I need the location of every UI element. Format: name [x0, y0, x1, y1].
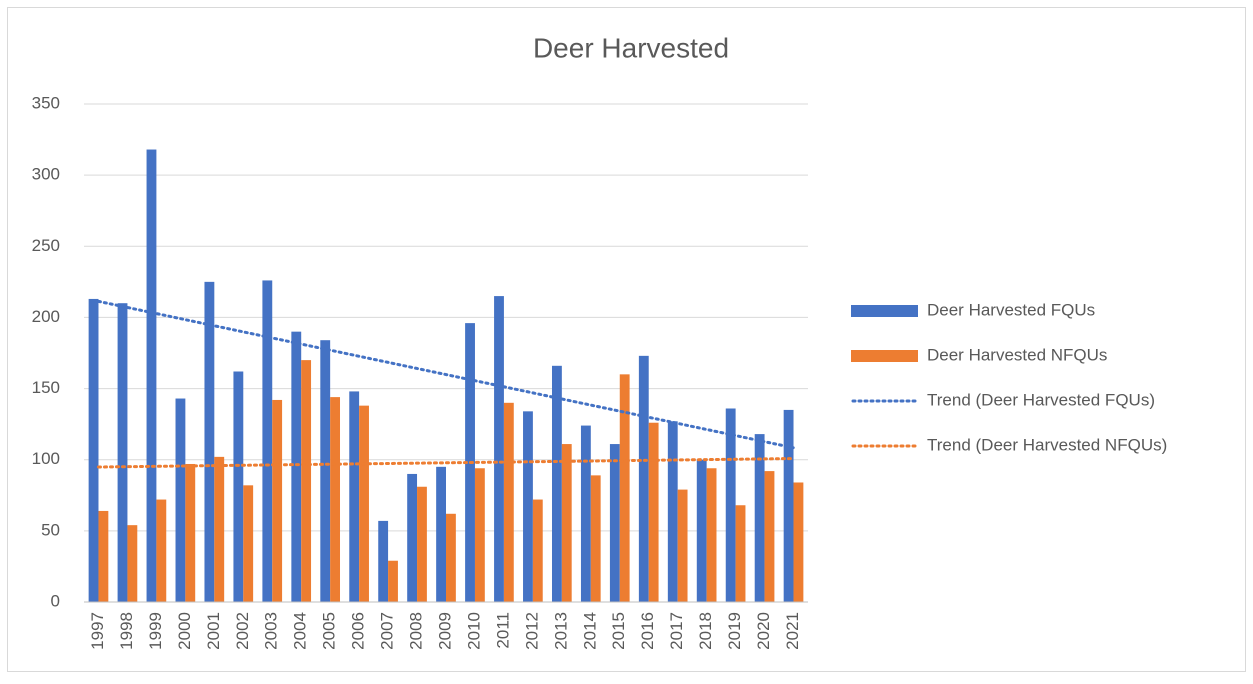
bar: [156, 499, 167, 602]
x-tick-label: 2001: [204, 612, 223, 650]
x-tick-label: 2000: [175, 612, 194, 650]
x-tick-label: 2016: [638, 612, 657, 650]
bar: [609, 444, 620, 602]
bar: [359, 405, 369, 602]
bar: [619, 374, 630, 602]
bar: [667, 421, 678, 602]
bar: [503, 402, 514, 602]
x-tick-label: 2012: [522, 612, 541, 650]
bar: [388, 560, 398, 602]
bar: [233, 371, 244, 602]
bar: [793, 482, 804, 602]
y-tick-label: 200: [32, 307, 60, 326]
bar: [291, 331, 302, 602]
bar: [146, 149, 157, 602]
x-tick-label: 2010: [464, 612, 483, 650]
x-tick-label: 1999: [146, 612, 165, 650]
bar: [754, 434, 765, 602]
legend-label: Deer Harvested FQUs: [927, 300, 1095, 319]
x-tick-label: 2003: [262, 612, 281, 650]
trend-line: [96, 299, 796, 450]
bar: [532, 499, 543, 602]
x-tick-label: 2018: [696, 612, 715, 650]
bar: [262, 280, 273, 602]
legend-label: Deer Harvested NFQUs: [927, 345, 1107, 364]
bar: [214, 456, 225, 602]
bar: [561, 444, 572, 602]
bar: [638, 355, 649, 602]
bar: [436, 466, 446, 602]
bar: [580, 425, 591, 602]
y-tick-label: 350: [32, 93, 60, 112]
x-tick-label: 2015: [609, 612, 628, 650]
x-tick-label: 2017: [667, 612, 686, 650]
bar: [88, 298, 99, 602]
bar: [725, 408, 736, 602]
y-tick-label: 50: [41, 520, 60, 539]
bar: [446, 513, 456, 602]
bar: [764, 471, 775, 602]
bar: [243, 485, 254, 602]
bar: [523, 411, 533, 602]
bar: [696, 459, 707, 602]
legend-swatch: [851, 305, 918, 317]
y-tick-label: 100: [32, 449, 60, 468]
x-tick-label: 1997: [88, 612, 107, 650]
x-tick-label: 2013: [551, 612, 570, 650]
bar: [590, 475, 601, 602]
bar: [320, 340, 331, 602]
y-tick-label: 300: [32, 165, 60, 184]
x-tick-label: 2020: [754, 612, 773, 650]
bar: [204, 281, 215, 602]
bar: [330, 397, 341, 602]
legend-label: Trend (Deer Harvested NFQUs): [927, 435, 1167, 454]
y-tick-label: 150: [32, 378, 60, 397]
bar: [272, 399, 283, 602]
x-tick-label: 2005: [320, 612, 339, 650]
x-tick-label: 2009: [435, 612, 454, 650]
bar: [117, 303, 128, 602]
x-tick-label: 2014: [580, 612, 599, 650]
y-tick-label: 0: [51, 591, 60, 610]
bar: [98, 510, 109, 602]
x-tick-label: 1998: [117, 612, 136, 650]
x-tick-label: 2019: [725, 612, 744, 650]
trend-line: [96, 457, 796, 469]
bar: [185, 463, 196, 602]
bar: [407, 473, 418, 602]
bar: [677, 489, 688, 602]
bar: [706, 468, 717, 602]
legend-swatch: [851, 350, 918, 362]
x-tick-label: 2011: [493, 612, 512, 649]
bar: [127, 525, 138, 602]
bar: [175, 398, 186, 602]
bar: [301, 360, 312, 602]
bar: [417, 486, 427, 602]
x-tick-label: 2021: [783, 612, 802, 650]
bar: [783, 409, 794, 602]
legend-label: Trend (Deer Harvested FQUs): [927, 390, 1155, 409]
bar: [648, 422, 659, 602]
x-tick-label: 2006: [349, 612, 368, 650]
bar: [349, 391, 360, 602]
bar: [735, 505, 746, 602]
bar: [474, 468, 485, 602]
bar: [378, 520, 389, 602]
x-tick-label: 2002: [233, 612, 252, 650]
x-tick-label: 2008: [407, 612, 426, 650]
bar: [494, 296, 504, 602]
y-tick-label: 250: [32, 236, 60, 255]
x-tick-label: 2004: [291, 612, 310, 650]
bar: [551, 365, 562, 602]
x-tick-label: 2007: [378, 612, 397, 650]
chart-title: Deer Harvested: [533, 32, 729, 63]
